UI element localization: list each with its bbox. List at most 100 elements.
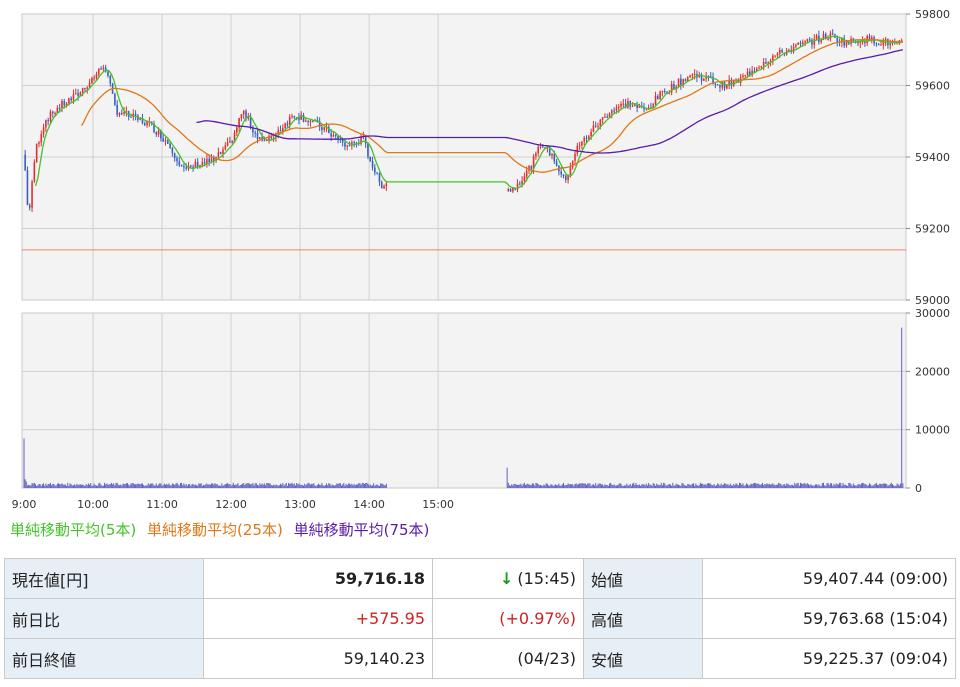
current-price-time: (15:45) xyxy=(517,569,576,588)
volume-bar xyxy=(843,484,845,488)
candle-body xyxy=(242,110,245,115)
volume-bar xyxy=(29,485,31,488)
volume-bar xyxy=(344,485,346,488)
volume-bar xyxy=(875,482,877,488)
candle-body xyxy=(875,43,878,45)
volume-bar xyxy=(281,484,283,488)
volume-bar xyxy=(691,483,693,488)
volume-bar xyxy=(335,484,337,488)
candle-body xyxy=(820,39,822,43)
volume-bar xyxy=(734,485,736,488)
volume-bar xyxy=(167,484,169,488)
volume-bar xyxy=(274,485,276,488)
volume-bar xyxy=(886,483,888,488)
candle-body xyxy=(102,67,105,69)
volume-bar xyxy=(308,483,310,488)
candle-body xyxy=(208,158,211,163)
volume-bar xyxy=(525,484,527,488)
volume-bar xyxy=(131,483,133,488)
volume-bar xyxy=(535,482,537,488)
volume-bar xyxy=(609,483,611,488)
volume-bar xyxy=(695,483,697,488)
volume-bar xyxy=(216,484,218,488)
volume-bar xyxy=(771,484,773,488)
volume-bar xyxy=(762,482,764,488)
volume-bar xyxy=(312,483,314,488)
volume-bar xyxy=(115,482,117,488)
candle-body xyxy=(238,117,240,128)
volume-bar xyxy=(770,484,772,488)
volume-panel xyxy=(21,312,907,489)
candle-body xyxy=(647,107,650,109)
candle-body xyxy=(824,33,827,39)
ma75-line xyxy=(196,49,903,154)
volume-bar xyxy=(59,484,61,488)
volume-bar xyxy=(299,484,301,488)
volume-bar xyxy=(214,483,216,488)
volume-bar xyxy=(284,484,286,488)
volume-bar xyxy=(352,485,354,488)
volume-bar xyxy=(507,482,509,488)
high-value: 59,763.68 (15:04) xyxy=(702,598,956,639)
candle-body xyxy=(548,146,551,156)
volume-bar xyxy=(159,483,161,488)
volume-bar xyxy=(529,484,531,488)
candle-body xyxy=(259,137,261,139)
candle-body xyxy=(859,42,862,44)
volume-bar xyxy=(229,484,231,488)
volume-bar xyxy=(265,485,267,488)
volume-bar xyxy=(623,485,625,488)
volume-bar xyxy=(351,483,353,488)
volume-bar xyxy=(775,484,777,488)
candle-body xyxy=(597,125,599,127)
volume-bar xyxy=(178,485,180,488)
volume-bar xyxy=(246,483,248,488)
volume-bar xyxy=(250,484,252,488)
volume-bar xyxy=(732,485,734,488)
volume-bar xyxy=(673,485,675,488)
candle-body xyxy=(252,128,254,133)
volume-bar xyxy=(885,483,887,488)
volume-bar xyxy=(48,483,50,488)
volume-bar xyxy=(895,485,897,488)
volume-bar xyxy=(542,485,544,488)
volume-bar xyxy=(735,483,737,488)
volume-bar xyxy=(136,484,138,488)
volume-bar xyxy=(370,485,372,488)
volume-bar xyxy=(58,483,60,488)
volume-bar xyxy=(848,483,850,488)
candle-body xyxy=(624,103,627,108)
volume-bar xyxy=(317,483,319,488)
volume-bar xyxy=(176,482,178,488)
volume-bar xyxy=(519,484,521,488)
volume-bar xyxy=(842,482,844,488)
candle-body xyxy=(585,137,588,139)
candle-body xyxy=(160,130,162,139)
volume-bar xyxy=(871,485,873,488)
candle-body xyxy=(709,76,712,78)
volume-bar xyxy=(207,484,209,488)
candle-body xyxy=(594,125,597,127)
volume-bar xyxy=(114,485,116,488)
volume-bar xyxy=(766,483,768,488)
volume-bar xyxy=(242,483,244,488)
volume-bar xyxy=(23,438,25,488)
volume-bar xyxy=(553,485,555,488)
volume-bar xyxy=(840,482,842,488)
candle-body xyxy=(716,84,719,86)
candle-body xyxy=(164,140,167,142)
volume-bar xyxy=(768,483,770,488)
candle-body xyxy=(900,40,903,42)
candle-body xyxy=(813,39,816,45)
volume-bar xyxy=(516,484,518,488)
candle-body xyxy=(33,162,36,182)
candle-body xyxy=(889,43,891,46)
volume-bar xyxy=(672,482,674,488)
volume-bar xyxy=(98,483,100,488)
volume-bar xyxy=(260,484,262,488)
candle-body xyxy=(606,116,609,118)
candle-body xyxy=(378,173,381,182)
candle-body xyxy=(346,145,349,147)
volume-bar xyxy=(722,484,724,488)
volume-bar xyxy=(121,485,123,488)
